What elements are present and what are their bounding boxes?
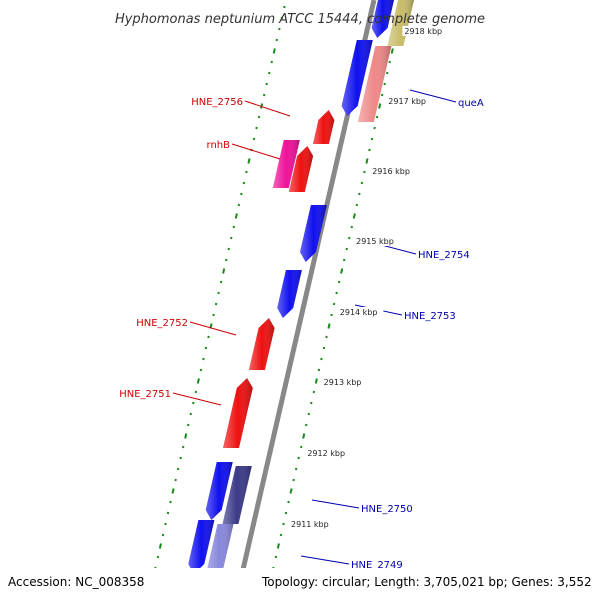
- map-title: Hyphomonas neptunium ATCC 15444, complet…: [115, 12, 485, 27]
- major-tick: [314, 378, 318, 384]
- kbp-label: 2914 kbp: [340, 308, 378, 317]
- kbp-label: 2917 kbp: [388, 97, 426, 106]
- gene-label-reverse: queA: [458, 98, 484, 109]
- major-tick: [260, 103, 264, 109]
- kbp-label-bg: [386, 96, 432, 106]
- gene-arrow-red-shading: [312, 110, 335, 144]
- gene-arrow-red-shading: [248, 318, 275, 370]
- kbp-label-bg: [402, 26, 449, 36]
- leader-line: [311, 499, 360, 509]
- major-tick: [365, 158, 369, 164]
- kbp-label-bg: [337, 307, 384, 317]
- major-tick: [276, 543, 280, 549]
- gene-arrow-blue-shading: [371, 0, 394, 38]
- kbp-label: 2912 kbp: [307, 449, 345, 458]
- major-tick: [171, 488, 175, 494]
- gene-labels: HNE_2756 rnhB HNE_2752 HNE_2751 queA HNE_2754…: [119, 89, 484, 571]
- gene-label-forward: rnhB: [207, 140, 231, 151]
- kbp-label: 2911 kbp: [291, 520, 329, 529]
- kbp-label-bg: [354, 236, 400, 246]
- gene-label-forward: HNE_2751: [119, 389, 171, 400]
- gene-arrow-blue-shading: [341, 40, 373, 116]
- kbp-label-bg: [305, 448, 351, 458]
- genome-summary-text: Topology: circular; Length: 3,705,021 bp…: [261, 575, 592, 589]
- gene-arrow-olive-shading: [387, 0, 414, 46]
- leader-line: [189, 321, 237, 336]
- major-tick: [289, 488, 293, 494]
- leader-line: [244, 100, 291, 117]
- major-tick: [352, 213, 356, 219]
- leader-line: [300, 555, 350, 565]
- kbp-label: 2915 kbp: [356, 237, 394, 246]
- accession-text: Accession: NC_008358: [8, 575, 144, 589]
- kbp-scale: 2918 kbp 2917 kbp 2916 kbp 2915 kbp 2914 kbp…: [289, 26, 449, 529]
- major-tick: [390, 48, 394, 54]
- leader-line: [409, 89, 457, 103]
- gene-arrow-red-shading: [223, 378, 253, 448]
- kbp-label-bg: [370, 166, 416, 176]
- major-tick: [222, 268, 226, 274]
- leader-line: [231, 143, 281, 160]
- major-tick: [196, 378, 200, 384]
- major-tick: [247, 158, 251, 164]
- gene-arrow-blue-shading: [277, 270, 302, 318]
- gene-arrow-blue-shading: [188, 520, 215, 574]
- kbp-label: 2918 kbp: [404, 27, 442, 36]
- kbp-label-bg: [289, 519, 335, 529]
- major-tick: [234, 213, 238, 219]
- gene-arrow-navy-shading: [222, 466, 252, 524]
- gene-arrow-blue-shading: [300, 205, 327, 262]
- major-tick: [272, 48, 276, 54]
- gene-label-reverse: HNE_2749: [351, 560, 403, 571]
- major-tick: [184, 433, 188, 439]
- leader-line: [172, 392, 222, 406]
- gene-label-reverse: HNE_2754: [418, 250, 470, 261]
- gene-label-forward: HNE_2756: [191, 97, 243, 108]
- gene-arrow-magenta-shading: [272, 140, 300, 188]
- footer-band: [0, 568, 600, 600]
- tick-marks: [146, 5, 404, 600]
- gene-arrow-salmon-shading: [357, 46, 392, 122]
- kbp-label: 2916 kbp: [372, 167, 410, 176]
- major-tick: [158, 543, 162, 549]
- gene-label-reverse: HNE_2753: [404, 311, 456, 322]
- gene-arrow-blue-shading: [205, 462, 233, 520]
- gene-arrow-red-shading: [288, 146, 314, 192]
- kbp-label: 2913 kbp: [324, 378, 362, 387]
- major-tick: [327, 323, 331, 329]
- gene-label-forward: HNE_2752: [136, 318, 188, 329]
- major-tick: [340, 268, 344, 274]
- gene-arrow-lavender-shading: [205, 524, 234, 578]
- gene-label-reverse: HNE_2750: [361, 504, 413, 515]
- major-tick: [302, 433, 306, 439]
- kbp-label-bg: [321, 377, 368, 387]
- major-tick: [378, 103, 382, 109]
